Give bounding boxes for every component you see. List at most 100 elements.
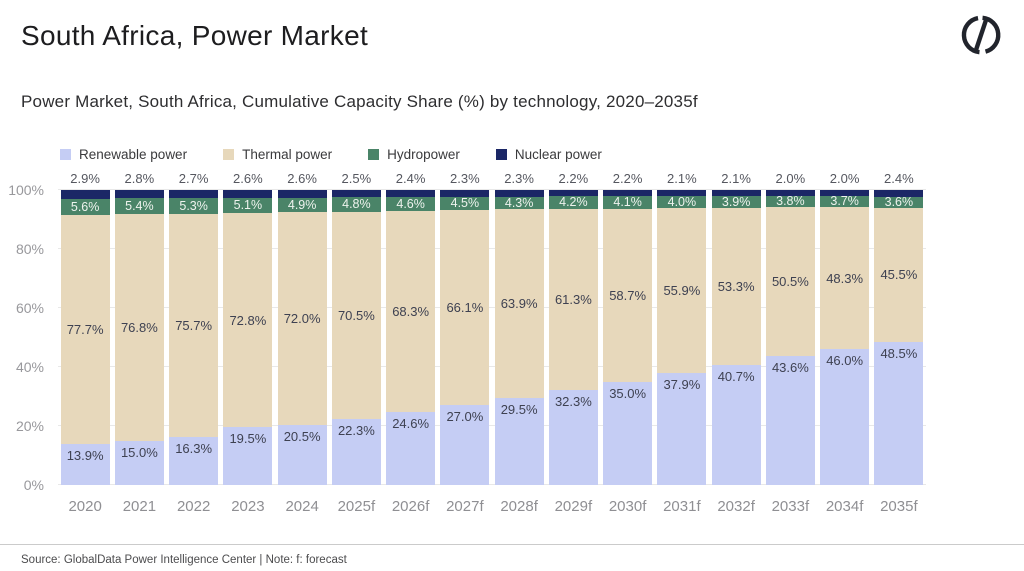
hydro-value-label: 5.4% bbox=[125, 198, 154, 213]
renewable-value-label: 15.0% bbox=[120, 444, 158, 460]
legend-swatch-renewable-icon bbox=[60, 149, 71, 160]
nuclear-value-label: 2.1% bbox=[721, 171, 751, 186]
bar-segment-hydro: 4.8% bbox=[331, 197, 381, 212]
bar-segment-hydro: 4.6% bbox=[386, 197, 436, 211]
x-axis-label-2028f: 2028f bbox=[500, 498, 538, 515]
nuclear-value-label: 2.6% bbox=[233, 171, 263, 186]
legend-swatch-thermal-icon bbox=[223, 149, 235, 160]
bar-segment-renewable: 29.5% bbox=[494, 397, 544, 485]
thermal-value-label: 72.0% bbox=[283, 310, 321, 326]
x-axis-label-2021: 2021 bbox=[122, 498, 157, 515]
bar-segment-nuclear bbox=[169, 190, 219, 198]
bar-column-2022: 2.7% 5.3% 75.7% 16.3% bbox=[167, 171, 221, 485]
bar-segment-hydro: 4.1% bbox=[603, 195, 653, 210]
nuclear-value-label: 2.0% bbox=[775, 171, 806, 186]
bar-2022: 2.7% 5.3% 75.7% 16.3% bbox=[169, 171, 219, 485]
gridline bbox=[58, 484, 926, 485]
bar-2032f: 2.1% 3.9% 53.3% 40.7% bbox=[711, 171, 761, 485]
bar-2035f: 2.4% 3.6% 45.5% 48.5% bbox=[874, 171, 924, 485]
bar-segment-renewable: 27.0% bbox=[440, 405, 490, 485]
bar-segment-nuclear bbox=[548, 190, 598, 197]
y-axis-tick-label: 100% bbox=[8, 182, 44, 198]
header: South Africa, Power Market bbox=[21, 15, 1004, 66]
bar-2023: 2.6% 5.1% 72.8% 19.5% bbox=[223, 171, 273, 485]
gridline bbox=[58, 248, 926, 249]
x-axis-label-2032f: 2032f bbox=[717, 498, 755, 515]
bar-2020: 2.9% 5.6% 77.7% 13.9% bbox=[60, 171, 110, 485]
bar-segment-renewable: 37.9% bbox=[657, 373, 707, 485]
hydro-value-label: 4.3% bbox=[504, 195, 534, 210]
bar-segment-thermal: 68.3% bbox=[386, 210, 436, 413]
bar-segment-thermal: 58.7% bbox=[603, 208, 653, 382]
hydro-value-label: 5.3% bbox=[179, 198, 208, 213]
source-note: Source: GlobalData Power Intelligence Ce… bbox=[0, 544, 1024, 566]
bar-segment-hydro: 5.6% bbox=[60, 198, 110, 216]
bar-column-2027f: 2.3% 4.5% 66.1% 27.0% bbox=[438, 171, 492, 485]
bar-segment-hydro: 5.4% bbox=[114, 198, 164, 215]
bar-segment-renewable: 20.5% bbox=[277, 424, 327, 485]
thermal-value-label: 53.3% bbox=[717, 278, 755, 294]
bar-segment-renewable: 24.6% bbox=[386, 412, 436, 485]
hydro-value-label: 5.1% bbox=[233, 197, 263, 212]
hydro-value-label: 4.2% bbox=[559, 195, 588, 210]
bar-segment-hydro: 4.0% bbox=[657, 196, 707, 208]
bar-2029f: 2.2% 4.2% 61.3% 32.3% bbox=[548, 171, 598, 485]
bar-segment-hydro: 5.3% bbox=[169, 197, 219, 214]
bar-segment-hydro: 4.5% bbox=[440, 196, 490, 211]
bar-column-2035f: 2.4% 3.6% 45.5% 48.5% bbox=[872, 171, 926, 485]
bar-segment-renewable: 19.5% bbox=[223, 427, 273, 485]
bar-segment-nuclear bbox=[494, 190, 544, 197]
thermal-value-label: 70.5% bbox=[337, 307, 375, 323]
bar-segment-thermal: 61.3% bbox=[548, 208, 598, 390]
renewable-value-label: 19.5% bbox=[229, 431, 267, 447]
bar-segment-hydro: 4.2% bbox=[548, 195, 598, 210]
bar-segment-nuclear bbox=[277, 190, 327, 198]
renewable-value-label: 27.0% bbox=[446, 409, 484, 425]
bar-column-2028f: 2.3% 4.3% 63.9% 29.5% bbox=[492, 171, 546, 485]
hydro-value-label: 4.1% bbox=[613, 195, 642, 210]
bar-segment-thermal: 72.0% bbox=[277, 212, 327, 425]
renewable-value-label: 22.3% bbox=[337, 423, 375, 439]
bar-segment-hydro: 3.8% bbox=[765, 194, 815, 209]
bar-segment-thermal: 63.9% bbox=[494, 209, 544, 398]
legend-swatch-hydro-icon bbox=[368, 149, 380, 160]
legend-label: Thermal power bbox=[242, 147, 333, 162]
nuclear-value-label: 2.6% bbox=[287, 171, 317, 186]
hydro-value-label: 3.8% bbox=[776, 194, 805, 209]
bar-column-2034f: 2.0% 3.7% 48.3% 46.0% bbox=[818, 171, 872, 485]
bar-column-2021: 2.8% 5.4% 76.8% 15.0% bbox=[112, 171, 166, 485]
x-axis-label-2034f: 2034f bbox=[825, 498, 864, 515]
nuclear-value-label: 2.5% bbox=[341, 171, 372, 186]
bar-2033f: 2.0% 3.8% 50.5% 43.6% bbox=[765, 171, 815, 485]
bar-segment-thermal: 75.7% bbox=[169, 213, 219, 437]
y-axis-tick-label: 60% bbox=[15, 300, 44, 316]
y-axis-tick-label: 0% bbox=[23, 477, 44, 493]
bar-2034f: 2.0% 3.7% 48.3% 46.0% bbox=[820, 171, 870, 485]
chart-legend: Renewable power Thermal power Hydropower Nu… bbox=[60, 147, 602, 162]
bar-column-2030f: 2.2% 4.1% 58.7% 35.0% bbox=[601, 171, 655, 485]
bar-2024: 2.6% 4.9% 72.0% 20.5% bbox=[277, 171, 327, 485]
thermal-value-label: 68.3% bbox=[392, 303, 430, 319]
bar-segment-renewable: 15.0% bbox=[114, 440, 164, 485]
thermal-value-label: 66.1% bbox=[446, 300, 484, 316]
bar-2031f: 2.1% 4.0% 55.9% 37.9% bbox=[657, 171, 707, 485]
bar-column-2033f: 2.0% 3.8% 50.5% 43.6% bbox=[763, 171, 817, 485]
nuclear-value-label: 2.0% bbox=[829, 171, 860, 186]
renewable-value-label: 13.9% bbox=[66, 448, 104, 464]
bar-segment-thermal: 55.9% bbox=[657, 207, 707, 374]
bar-segment-nuclear bbox=[711, 190, 761, 197]
bar-segment-nuclear bbox=[386, 190, 436, 198]
globaldata-logo-icon bbox=[958, 12, 1004, 58]
thermal-value-label: 48.3% bbox=[826, 270, 864, 286]
nuclear-value-label: 2.2% bbox=[558, 171, 589, 186]
bar-segment-nuclear bbox=[820, 190, 870, 196]
bar-2027f: 2.3% 4.5% 66.1% 27.0% bbox=[440, 171, 490, 485]
renewable-value-label: 32.3% bbox=[554, 393, 592, 409]
thermal-value-label: 72.8% bbox=[229, 312, 267, 328]
bar-column-2026f: 2.4% 4.6% 68.3% 24.6% bbox=[384, 171, 438, 485]
renewable-value-label: 24.6% bbox=[392, 416, 430, 432]
bar-segment-thermal: 72.8% bbox=[223, 212, 273, 428]
y-axis-tick-label: 20% bbox=[15, 418, 44, 434]
gridline bbox=[58, 425, 926, 426]
bar-column-2031f: 2.1% 4.0% 55.9% 37.9% bbox=[655, 171, 709, 485]
